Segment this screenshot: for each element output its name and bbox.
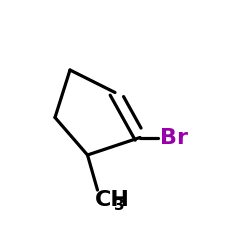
Text: 3: 3 — [114, 198, 124, 213]
Text: Br: Br — [160, 128, 188, 148]
Text: CH: CH — [95, 190, 130, 210]
